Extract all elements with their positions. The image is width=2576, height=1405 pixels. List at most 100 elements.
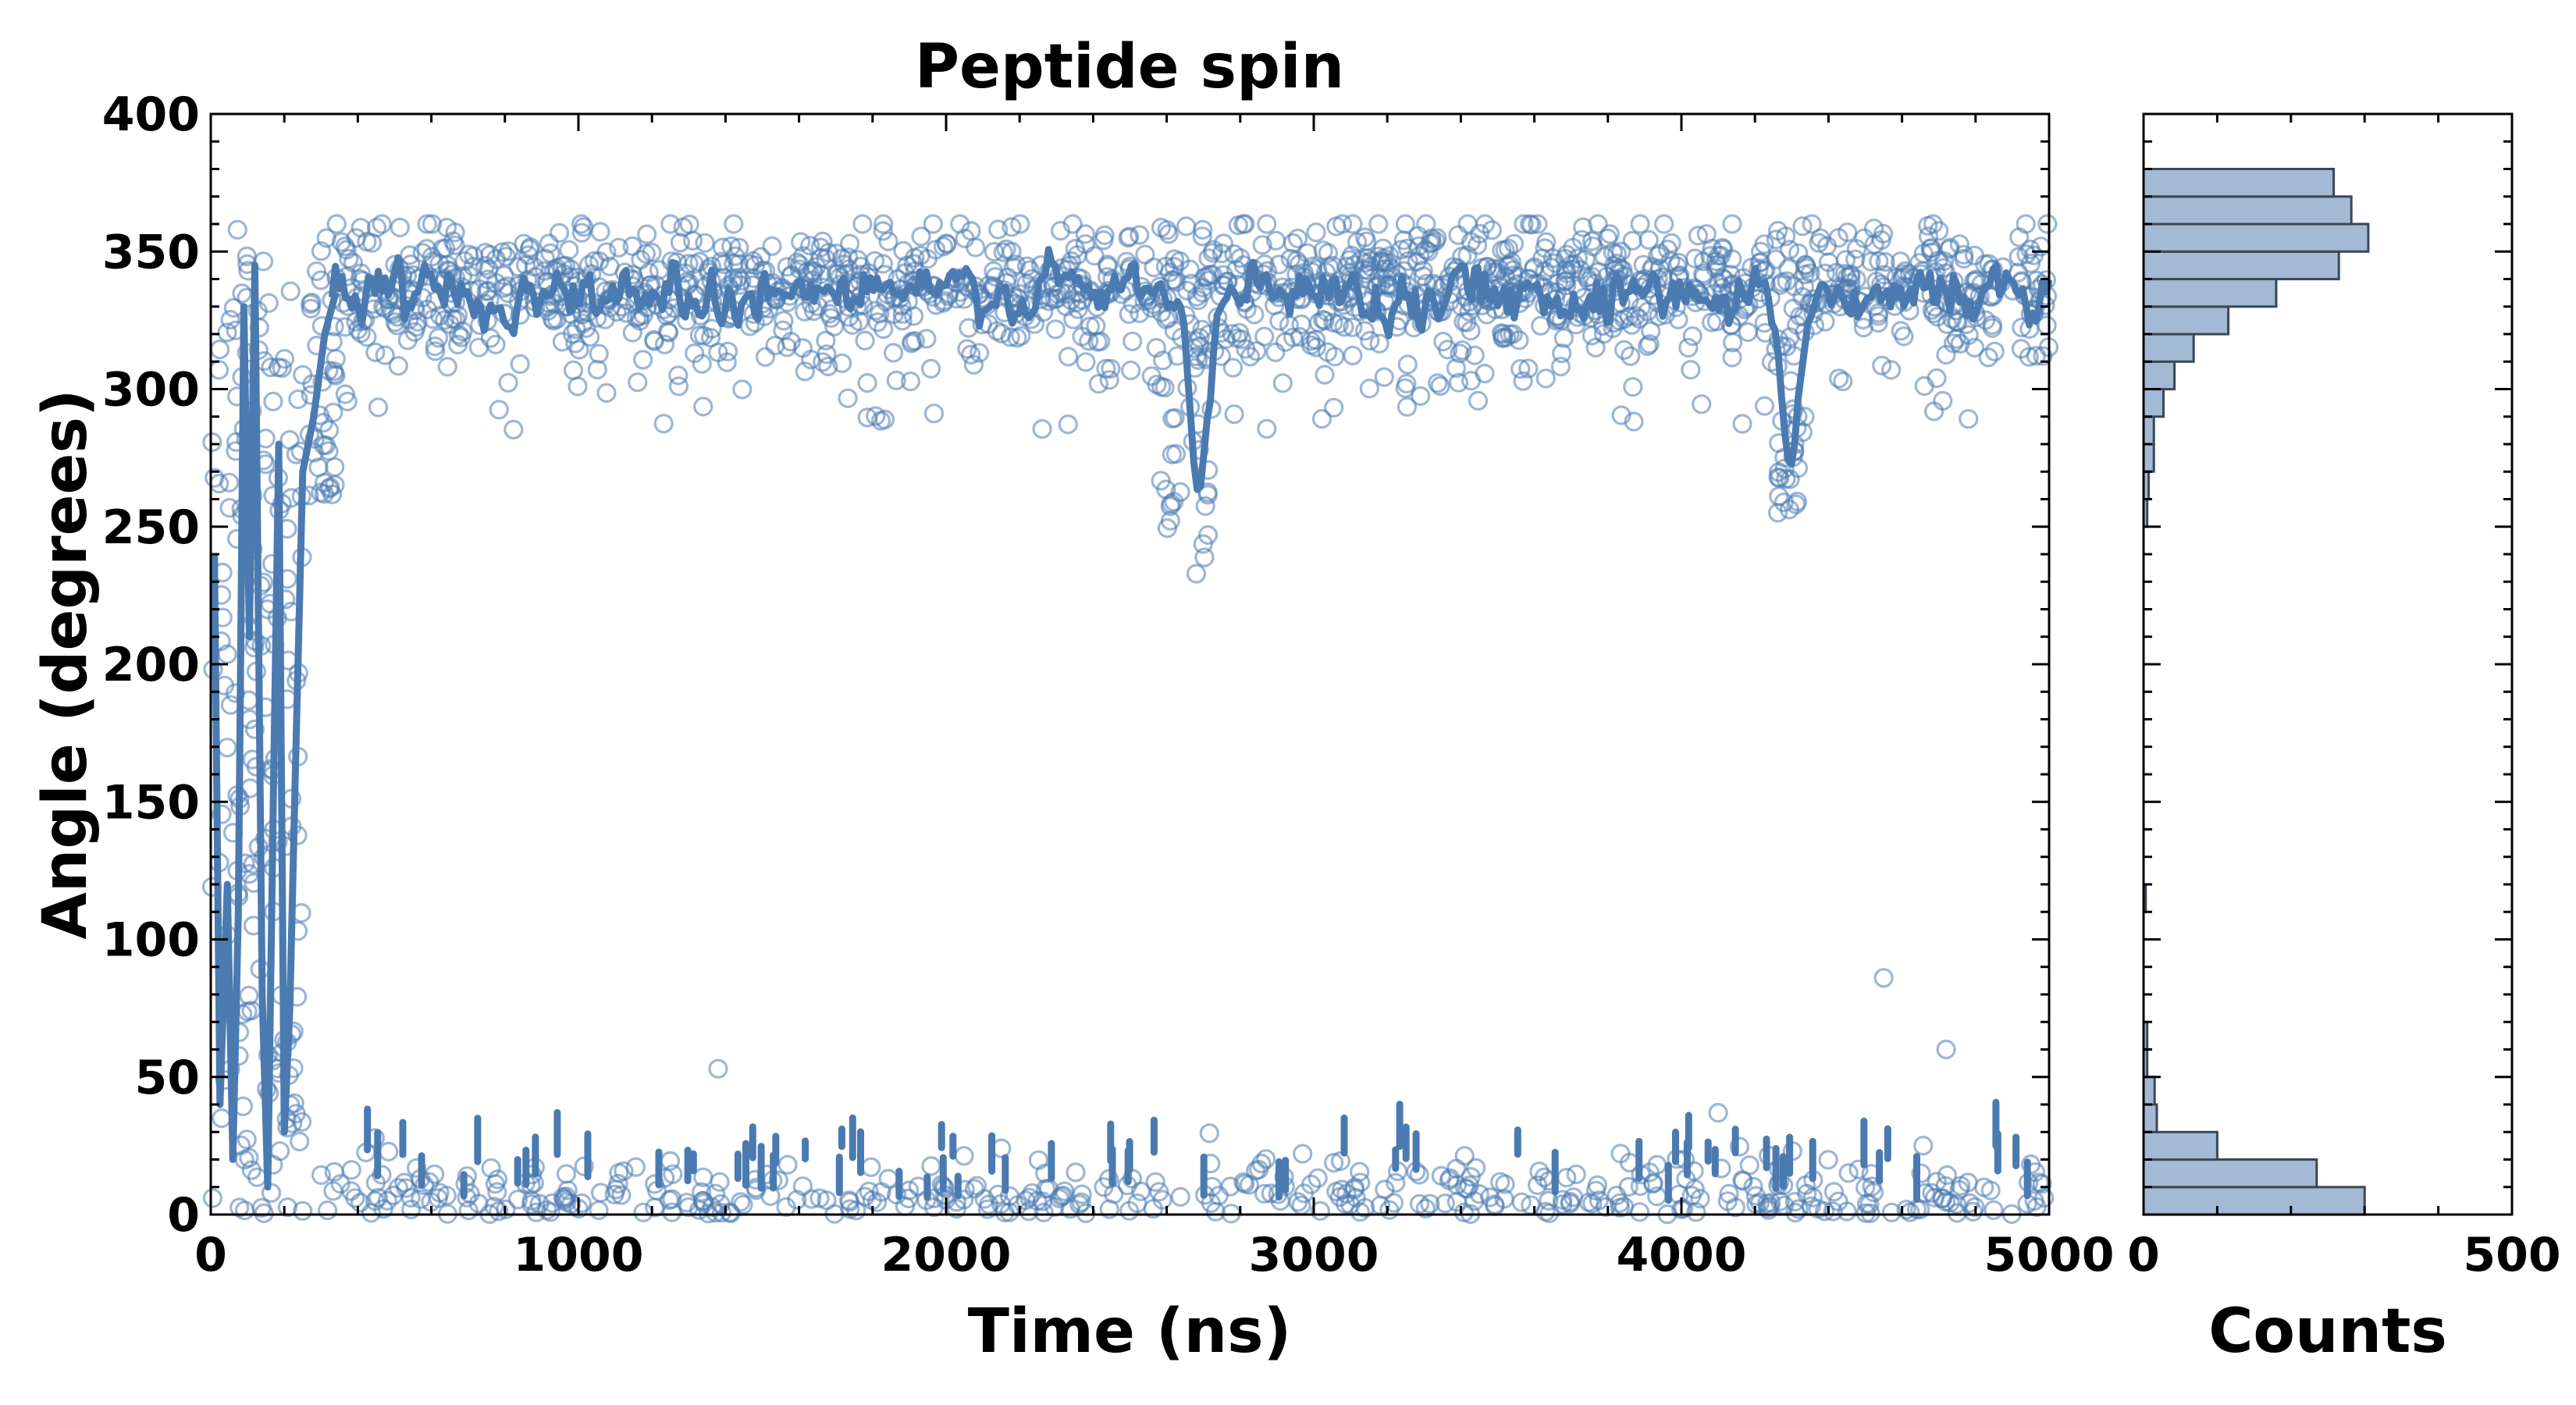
data-point bbox=[237, 1129, 257, 1150]
data-point bbox=[375, 345, 395, 365]
data-point bbox=[447, 334, 468, 355]
data-point bbox=[1058, 414, 1078, 435]
data-point bbox=[453, 322, 473, 342]
data-point bbox=[902, 332, 923, 352]
data-point bbox=[609, 237, 629, 258]
data-point bbox=[1452, 340, 1472, 361]
data-point bbox=[1361, 251, 1382, 272]
data-point bbox=[514, 233, 534, 254]
data-point bbox=[1360, 330, 1380, 351]
data-point bbox=[1254, 326, 1275, 347]
data-point bbox=[923, 404, 945, 424]
data-point bbox=[1324, 397, 1344, 418]
data-point bbox=[1239, 1175, 1260, 1195]
data-point bbox=[227, 219, 247, 240]
data-point bbox=[762, 236, 782, 256]
data-point bbox=[606, 1179, 626, 1200]
data-point bbox=[307, 261, 327, 282]
data-point bbox=[816, 249, 836, 269]
data-point bbox=[202, 432, 222, 453]
data-point bbox=[955, 228, 975, 248]
data-point bbox=[487, 1169, 508, 1190]
data-point bbox=[1118, 228, 1138, 248]
data-point bbox=[1332, 214, 1353, 234]
data-point bbox=[1539, 1190, 1559, 1211]
data-point bbox=[279, 429, 300, 450]
data-point bbox=[1164, 249, 1185, 269]
data-point bbox=[1809, 233, 1829, 253]
data-point bbox=[1000, 327, 1020, 347]
data-point bbox=[1949, 234, 1969, 254]
data-point bbox=[1492, 240, 1512, 261]
data-point bbox=[1838, 222, 1858, 243]
histogram-bar bbox=[2142, 333, 2195, 363]
data-point bbox=[1453, 311, 1474, 332]
data-point bbox=[368, 1187, 389, 1208]
data-point bbox=[1541, 258, 1561, 278]
data-point bbox=[589, 1200, 609, 1221]
data-point bbox=[1323, 1152, 1344, 1173]
data-point bbox=[1450, 343, 1470, 364]
data-point bbox=[1087, 332, 1108, 352]
data-point bbox=[1010, 214, 1030, 234]
data-point bbox=[1354, 321, 1375, 341]
data-point bbox=[1959, 325, 1979, 345]
data-point bbox=[1192, 226, 1212, 247]
data-point bbox=[1490, 1172, 1510, 1192]
data-point bbox=[637, 224, 657, 244]
data-point bbox=[1624, 411, 1644, 432]
data-point bbox=[425, 341, 446, 361]
data-point bbox=[1841, 266, 1861, 286]
data-point bbox=[1854, 228, 1874, 248]
data-point bbox=[1654, 214, 1674, 234]
data-point bbox=[799, 236, 820, 256]
data-point bbox=[644, 329, 664, 350]
data-point bbox=[818, 356, 838, 376]
data-point bbox=[692, 354, 712, 374]
data-point bbox=[489, 1201, 509, 1222]
data-point bbox=[489, 400, 509, 420]
data-point bbox=[920, 358, 941, 379]
data-point bbox=[816, 330, 836, 350]
data-point bbox=[1823, 1201, 1843, 1222]
data-point bbox=[589, 343, 609, 364]
data-point bbox=[274, 349, 295, 369]
data-point bbox=[263, 391, 283, 412]
data-point bbox=[1244, 304, 1265, 325]
data-point bbox=[1891, 321, 1911, 341]
data-point bbox=[884, 304, 905, 325]
data-point bbox=[1514, 214, 1534, 234]
data-point bbox=[239, 1147, 259, 1168]
data-point bbox=[1873, 968, 1894, 988]
histogram-x-tick-labels: 0 500 bbox=[2127, 1228, 2561, 1282]
x-tick-label: 4000 bbox=[1617, 1228, 1747, 1282]
data-point bbox=[1913, 1136, 1934, 1156]
data-point bbox=[1461, 232, 1482, 252]
data-point bbox=[1329, 314, 1350, 334]
data-point bbox=[1283, 233, 1304, 253]
data-point bbox=[713, 254, 734, 275]
data-point bbox=[708, 1058, 728, 1079]
data-point bbox=[507, 1190, 528, 1210]
data-point bbox=[1420, 1193, 1440, 1214]
data-point bbox=[290, 1131, 310, 1152]
data-point bbox=[237, 246, 257, 266]
data-point bbox=[357, 327, 377, 347]
data-point bbox=[1853, 318, 1873, 338]
data-point bbox=[1729, 1136, 1749, 1157]
data-point bbox=[261, 357, 281, 378]
data-point bbox=[1257, 214, 1277, 234]
data-point bbox=[600, 256, 620, 276]
data-point bbox=[660, 214, 681, 234]
y-tick-label: 0 bbox=[167, 1188, 200, 1243]
y-tick-label: 400 bbox=[102, 87, 200, 142]
data-point bbox=[900, 372, 921, 392]
data-point bbox=[1685, 248, 1705, 269]
data-point bbox=[390, 217, 410, 238]
data-point bbox=[1511, 1192, 1532, 1212]
data-point bbox=[1374, 248, 1394, 269]
data-point bbox=[873, 221, 893, 241]
data-point bbox=[819, 304, 840, 324]
data-point bbox=[937, 234, 957, 254]
data-point bbox=[590, 222, 610, 242]
